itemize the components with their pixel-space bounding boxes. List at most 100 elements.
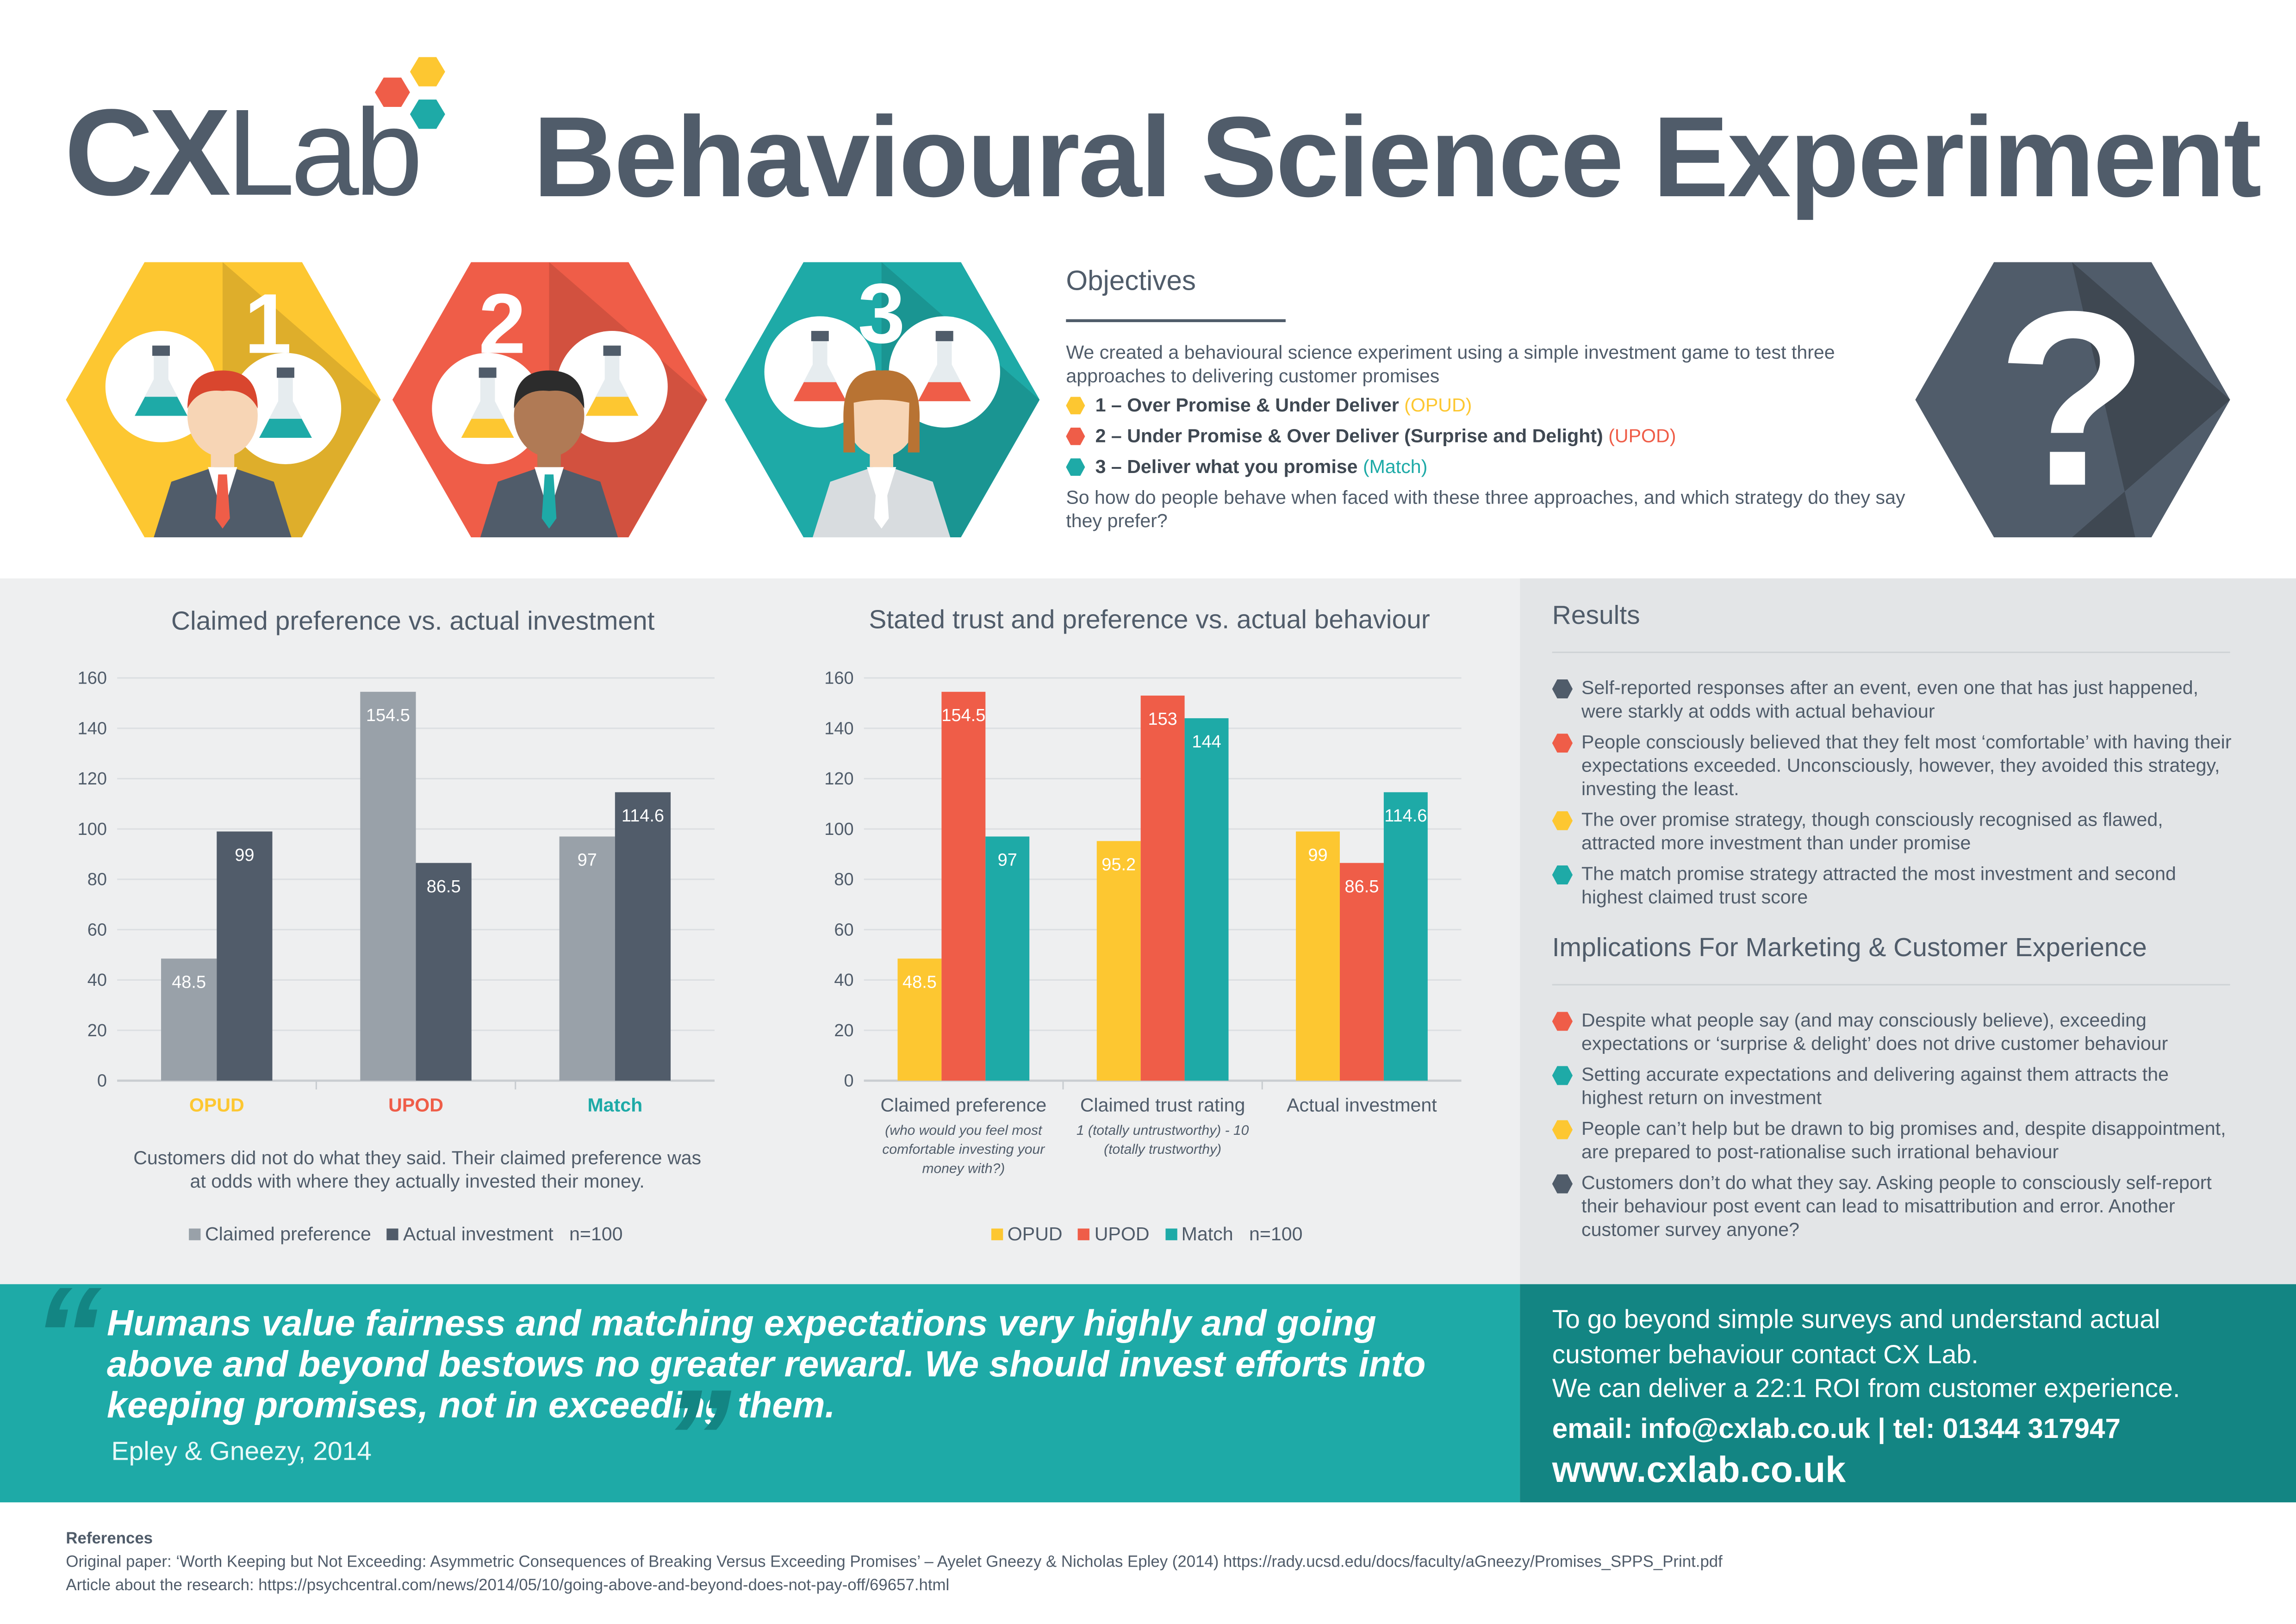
y-tick-label: 140: [824, 719, 853, 738]
hexagon-bullet-icon: [1552, 811, 1573, 830]
chart1-caption: Customers did not do what they said. The…: [133, 1146, 702, 1192]
references: References Original paper: ‘Worth Keepin…: [66, 1527, 1722, 1598]
y-tick-label: 60: [834, 920, 853, 940]
y-tick-label: 0: [844, 1071, 853, 1091]
roi-line: We can deliver a 22:1 ROI from customer …: [1552, 1373, 2180, 1403]
data-label: 99: [1308, 846, 1327, 865]
contact-line: To go beyond simple surveys and understa…: [1552, 1305, 2160, 1369]
logo-lab: Lab: [226, 83, 423, 221]
y-tick-label: 80: [87, 870, 107, 890]
objective-label: 2 – Under Promise & Over Deliver (Surpri…: [1095, 424, 1609, 447]
hexagon-bullet-icon: [1552, 865, 1573, 884]
data-label: 154.5: [941, 706, 985, 725]
implications-text: Setting accurate expectations and delive…: [1581, 1063, 2169, 1109]
objective-tag: (Match): [1363, 455, 1428, 478]
bar-claimed-preference-0: [161, 958, 217, 1081]
strategy-number: 2: [479, 276, 526, 371]
y-tick-label: 120: [824, 769, 853, 789]
y-tick-label: 120: [78, 769, 107, 789]
legend-swatch: [387, 1228, 399, 1240]
bar-upod-0: [941, 691, 986, 1081]
data-label: 97: [578, 851, 597, 870]
bar-match-0: [985, 836, 1030, 1081]
legend-label: UPOD: [1094, 1222, 1150, 1245]
data-label: 86.5: [1344, 877, 1379, 896]
results-text: The match promise strategy attracted the…: [1581, 862, 2176, 908]
data-label: 95.2: [1101, 855, 1136, 875]
page-title: Behavioural Science Experiment: [533, 92, 2262, 221]
data-label: 97: [998, 851, 1017, 870]
sample-size: n=100: [569, 1222, 623, 1245]
data-label: 99: [235, 846, 254, 865]
objectives-question: So how do people behave when faced with …: [1066, 486, 1905, 532]
implications-item: Customers don’t do what they say. Asking…: [1552, 1171, 2233, 1242]
email-phone-link[interactable]: email: info@cxlab.co.uk | tel: 01344 317…: [1552, 1413, 2121, 1445]
x-category-label: Claimed preference: [880, 1094, 1047, 1116]
website-link[interactable]: www.cxlab.co.uk: [1552, 1450, 1846, 1491]
objectives-intro: We created a behavioural science experim…: [1066, 341, 1835, 387]
y-tick-label: 100: [824, 820, 853, 839]
contact-text: To go beyond simple surveys and understa…: [1552, 1303, 2240, 1488]
legend-swatch: [991, 1228, 1003, 1240]
hexagon-bullet-icon: [1552, 1174, 1573, 1194]
results-text: Self-reported responses after an event, …: [1581, 676, 2199, 722]
strategy-number: 3: [858, 266, 905, 361]
legend-label: Match: [1181, 1222, 1233, 1245]
x-category-label: Claimed trust rating: [1080, 1094, 1245, 1116]
objective-item: 1 – Over Promise & Under Deliver (OPUD): [1066, 394, 1915, 417]
objective-label: 1 – Over Promise & Under Deliver: [1095, 394, 1405, 416]
implications-heading: Implications For Marketing & Customer Ex…: [1552, 933, 2147, 962]
hexagon-bullet-icon: [1552, 1012, 1573, 1031]
bar-match-2: [1383, 792, 1428, 1081]
legend-label: Claimed preference: [205, 1222, 371, 1245]
strategy-hexagon-1: 1: [66, 262, 381, 538]
y-tick-label: 160: [78, 669, 107, 688]
hexagon-bullet-icon: [1552, 734, 1573, 753]
results-panel: [1520, 578, 2296, 1284]
bar-upod-2: [1339, 863, 1384, 1081]
implications-item: Despite what people say (and may conscio…: [1552, 1009, 2233, 1056]
hexagon-bullet-icon: [1552, 679, 1573, 699]
hexagon-bullet-icon: [1066, 397, 1085, 415]
data-label: 86.5: [427, 877, 461, 896]
open-quote-icon: “: [32, 1259, 102, 1415]
legend-swatch: [189, 1228, 201, 1240]
legend-label: Actual investment: [403, 1222, 554, 1245]
data-label: 48.5: [902, 972, 937, 992]
bar-claimed-preference-2: [559, 836, 615, 1081]
x-category-subtitle: 1 (totally untrustworthy) - 10 (totally …: [1076, 1123, 1249, 1158]
results-item: Self-reported responses after an event, …: [1552, 677, 2233, 723]
bar-actual-investment-0: [217, 831, 273, 1081]
bar-upod-1: [1140, 695, 1185, 1081]
objectives-section: Objectives We created a behavioural scie…: [1066, 267, 1915, 539]
data-label: 144: [1192, 732, 1221, 752]
sample-size: n=100: [1249, 1222, 1303, 1245]
results-heading: Results: [1552, 600, 1640, 630]
objective-tag: (UPOD): [1608, 424, 1676, 447]
bar-claimed-preference-1: [360, 691, 416, 1081]
cxlab-logo: CXLab: [64, 91, 423, 214]
x-category-subtitle: (who would you feel most comfortable inv…: [882, 1123, 1045, 1177]
chart2-plot: 0 20 40 60 80 100 120 140 160 48.5 154.5 97 95.2 153 1…: [824, 669, 1462, 1091]
results-section: Results Self-reported responses after an…: [1552, 600, 2233, 1249]
bar-match-1: [1184, 718, 1229, 1081]
x-category-label: Actual investment: [1287, 1094, 1437, 1116]
objective-item: 2 – Under Promise & Over Deliver (Surpri…: [1066, 425, 1915, 448]
reference-article[interactable]: Article about the research: https://psyc…: [66, 1577, 950, 1595]
data-label: 48.5: [172, 972, 206, 992]
divider: [1066, 319, 1286, 323]
hexagon-bullet-icon: [1066, 427, 1085, 445]
divider: [1552, 984, 2230, 986]
bar-opud-1: [1096, 841, 1141, 1081]
references-heading: References: [66, 1530, 153, 1548]
implications-text: Despite what people say (and may conscio…: [1581, 1008, 2168, 1055]
logo-cx: CX: [64, 83, 231, 221]
hexagon-bullet-icon: [1552, 1066, 1573, 1085]
strategy-number: 1: [244, 276, 292, 371]
chart1-title: Claimed preference vs. actual investment: [171, 606, 655, 636]
reference-paper[interactable]: Original paper: ‘Worth Keeping but Not E…: [66, 1553, 1723, 1571]
y-tick-label: 40: [834, 971, 853, 990]
legend-label: OPUD: [1007, 1222, 1063, 1245]
strategy-hexagon-3: 3: [725, 262, 1040, 538]
